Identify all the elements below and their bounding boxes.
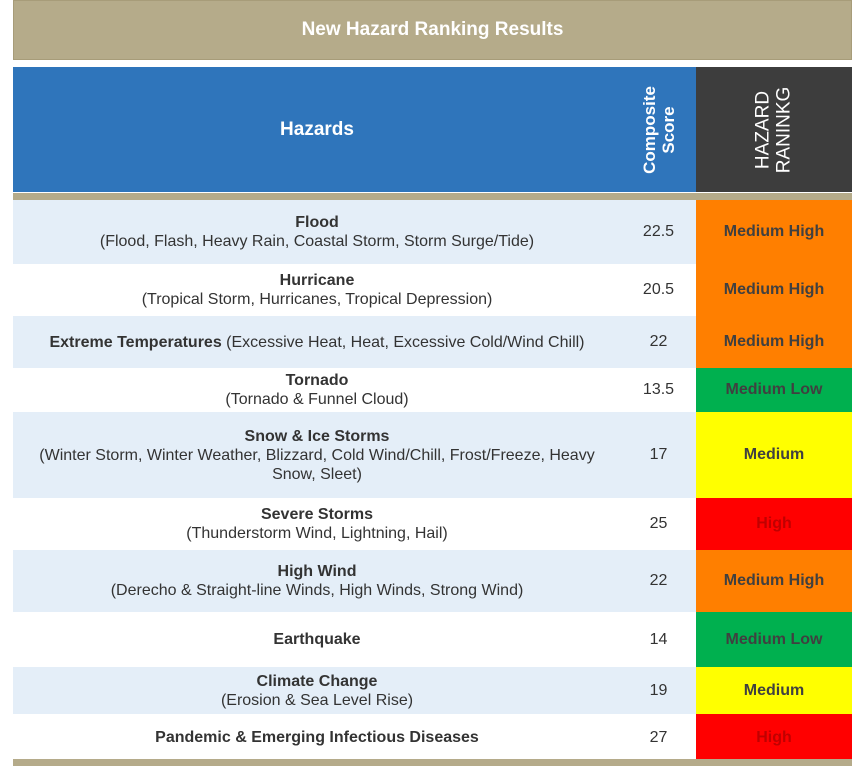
composite-score: 22 bbox=[621, 550, 696, 612]
hazard-text: Earthquake bbox=[273, 630, 360, 649]
composite-score: 22.5 bbox=[621, 200, 696, 264]
table-row: Flood (Flood, Flash, Heavy Rain, Coastal … bbox=[13, 200, 852, 264]
hazard-ranking: Medium High bbox=[696, 264, 852, 316]
table-header: Hazards Composite Score HAZARD RANINKG bbox=[13, 67, 852, 192]
hazard-detail: (Thunderstorm Wind, Lightning, Hail) bbox=[186, 525, 448, 542]
header-composite-score: Composite Score bbox=[621, 67, 696, 192]
hazard-cell: Snow & Ice Storms (Winter Storm, Winter W… bbox=[13, 412, 621, 498]
hazard-cell: Climate Change (Erosion & Sea Level Rise) bbox=[13, 667, 621, 714]
hazard-text: Tornado (Tornado & Funnel Cloud) bbox=[225, 371, 408, 409]
hazard-cell: Severe Storms (Thunderstorm Wind, Lightni… bbox=[13, 498, 621, 550]
table-row: Earthquake 14 Medium Low bbox=[13, 612, 852, 667]
composite-score: 27 bbox=[621, 714, 696, 761]
hazard-name: Earthquake bbox=[273, 631, 361, 648]
hazard-cell: Tornado (Tornado & Funnel Cloud) bbox=[13, 368, 621, 412]
table-row: Extreme Temperatures (Excessive Heat, He… bbox=[13, 316, 852, 368]
hazard-name: Hurricane bbox=[279, 272, 355, 289]
composite-score: 17 bbox=[621, 412, 696, 498]
table-title: New Hazard Ranking Results bbox=[13, 0, 852, 60]
hazard-detail: (Excessive Heat, Heat, Excessive Cold/Wi… bbox=[221, 333, 585, 351]
header-separator bbox=[13, 192, 852, 201]
hazard-cell: Earthquake bbox=[13, 612, 621, 667]
hazard-text: Flood (Flood, Flash, Heavy Rain, Coastal … bbox=[100, 213, 534, 251]
hazard-ranking: Medium High bbox=[696, 550, 852, 612]
hazard-cell: Hurricane (Tropical Storm, Hurricanes, Tr… bbox=[13, 264, 621, 316]
hazard-ranking: High bbox=[696, 498, 852, 550]
composite-score: 20.5 bbox=[621, 264, 696, 316]
hazard-detail: (Derecho & Straight-line Winds, High Win… bbox=[110, 582, 524, 599]
hazard-text: High Wind (Derecho & Straight-line Winds,… bbox=[111, 562, 524, 600]
hazard-detail: (Tornado & Funnel Cloud) bbox=[225, 391, 409, 408]
hazard-ranking: Medium High bbox=[696, 316, 852, 368]
table-row: Tornado (Tornado & Funnel Cloud) 13.5 Mediu… bbox=[13, 368, 852, 412]
hazard-cell: High Wind (Derecho & Straight-line Winds,… bbox=[13, 550, 621, 612]
table-row: Snow & Ice Storms (Winter Storm, Winter W… bbox=[13, 412, 852, 498]
table-row: Severe Storms (Thunderstorm Wind, Lightni… bbox=[13, 498, 852, 550]
hazard-text: Snow & Ice Storms (Winter Storm, Winter W… bbox=[25, 427, 609, 484]
header-hazards: Hazards bbox=[13, 67, 621, 192]
hazard-cell: Pandemic & Emerging Infectious Diseases bbox=[13, 714, 621, 761]
hazard-name: Pandemic & Emerging Infectious Diseases bbox=[155, 729, 479, 746]
hazard-text: Pandemic & Emerging Infectious Diseases bbox=[155, 728, 479, 747]
hazard-detail: (Flood, Flash, Heavy Rain, Coastal Storm… bbox=[99, 233, 535, 250]
header-hazard-ranking-label: HAZARD RANINKG bbox=[752, 86, 795, 173]
hazard-ranking: Medium bbox=[696, 412, 852, 498]
composite-score: 19 bbox=[621, 667, 696, 714]
table-row: High Wind (Derecho & Straight-line Winds,… bbox=[13, 550, 852, 612]
hazard-name: Snow & Ice Storms bbox=[244, 427, 390, 445]
hazard-text: Hurricane (Tropical Storm, Hurricanes, Tr… bbox=[142, 271, 493, 309]
composite-score: 25 bbox=[621, 498, 696, 550]
hazard-detail: (Tropical Storm, Hurricanes, Tropical De… bbox=[141, 291, 493, 308]
hazard-text: Climate Change (Erosion & Sea Level Rise) bbox=[221, 672, 413, 710]
hazard-detail: (Erosion & Sea Level Rise) bbox=[220, 691, 414, 709]
hazard-name: Flood bbox=[295, 214, 339, 231]
hazard-ranking: High bbox=[696, 714, 852, 761]
header-hazard-ranking: HAZARD RANINKG bbox=[696, 67, 852, 192]
hazard-name: Climate Change bbox=[256, 672, 378, 690]
table-row: Hurricane (Tropical Storm, Hurricanes, Tr… bbox=[13, 264, 852, 316]
hazard-text: Severe Storms (Thunderstorm Wind, Lightni… bbox=[186, 505, 447, 543]
hazard-cell: Extreme Temperatures (Excessive Heat, He… bbox=[13, 316, 621, 368]
hazard-name: Tornado bbox=[285, 372, 349, 389]
composite-score: 14 bbox=[621, 612, 696, 667]
hazard-detail: (Winter Storm, Winter Weather, Blizzard,… bbox=[39, 446, 595, 483]
hazard-name: Severe Storms bbox=[260, 506, 374, 523]
composite-score: 13.5 bbox=[621, 368, 696, 412]
header-composite-score-label: Composite Score bbox=[639, 85, 678, 174]
table-body: Flood (Flood, Flash, Heavy Rain, Coastal … bbox=[13, 200, 852, 761]
hazard-ranking: Medium Low bbox=[696, 612, 852, 667]
hazard-name: Extreme Temperatures bbox=[49, 333, 222, 351]
composite-score: 22 bbox=[621, 316, 696, 368]
hazard-cell: Flood (Flood, Flash, Heavy Rain, Coastal … bbox=[13, 200, 621, 264]
hazard-ranking: Medium High bbox=[696, 200, 852, 264]
hazard-ranking: Medium bbox=[696, 667, 852, 714]
hazard-name: High Wind bbox=[277, 563, 357, 580]
hazard-ranking: Medium Low bbox=[696, 368, 852, 412]
hazard-text: Extreme Temperatures (Excessive Heat, He… bbox=[49, 333, 584, 352]
table-row: Pandemic & Emerging Infectious Diseases 2… bbox=[13, 714, 852, 761]
table-footer-bar bbox=[13, 759, 852, 766]
table-row: Climate Change (Erosion & Sea Level Rise)… bbox=[13, 667, 852, 714]
